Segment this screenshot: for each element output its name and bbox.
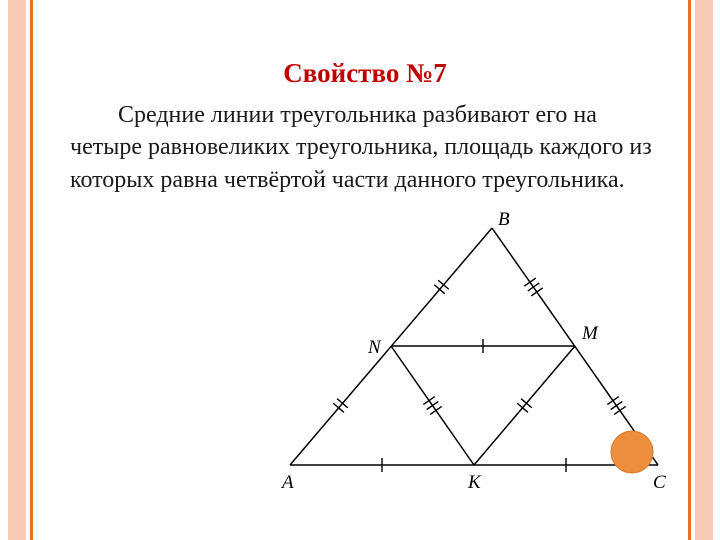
decor-circle-icon (602, 422, 662, 482)
svg-text:N: N (367, 337, 382, 358)
slide-title: Свойство №7 (70, 58, 660, 89)
svg-text:M: M (581, 323, 599, 344)
stripe-left-outer (8, 0, 26, 540)
slide-body-text: Средние линии треугольника разбивают его… (70, 102, 652, 193)
stripe-right-inner (688, 0, 691, 540)
svg-text:B: B (498, 210, 510, 230)
svg-text:A: A (280, 472, 294, 493)
slide-content: Свойство №7 Средние линии треугольника р… (70, 58, 660, 196)
svg-text:K: K (467, 472, 482, 493)
stripe-left-inner (30, 0, 33, 540)
stripe-right-outer (695, 0, 713, 540)
slide-body: Средние линии треугольника разбивают его… (70, 99, 660, 196)
